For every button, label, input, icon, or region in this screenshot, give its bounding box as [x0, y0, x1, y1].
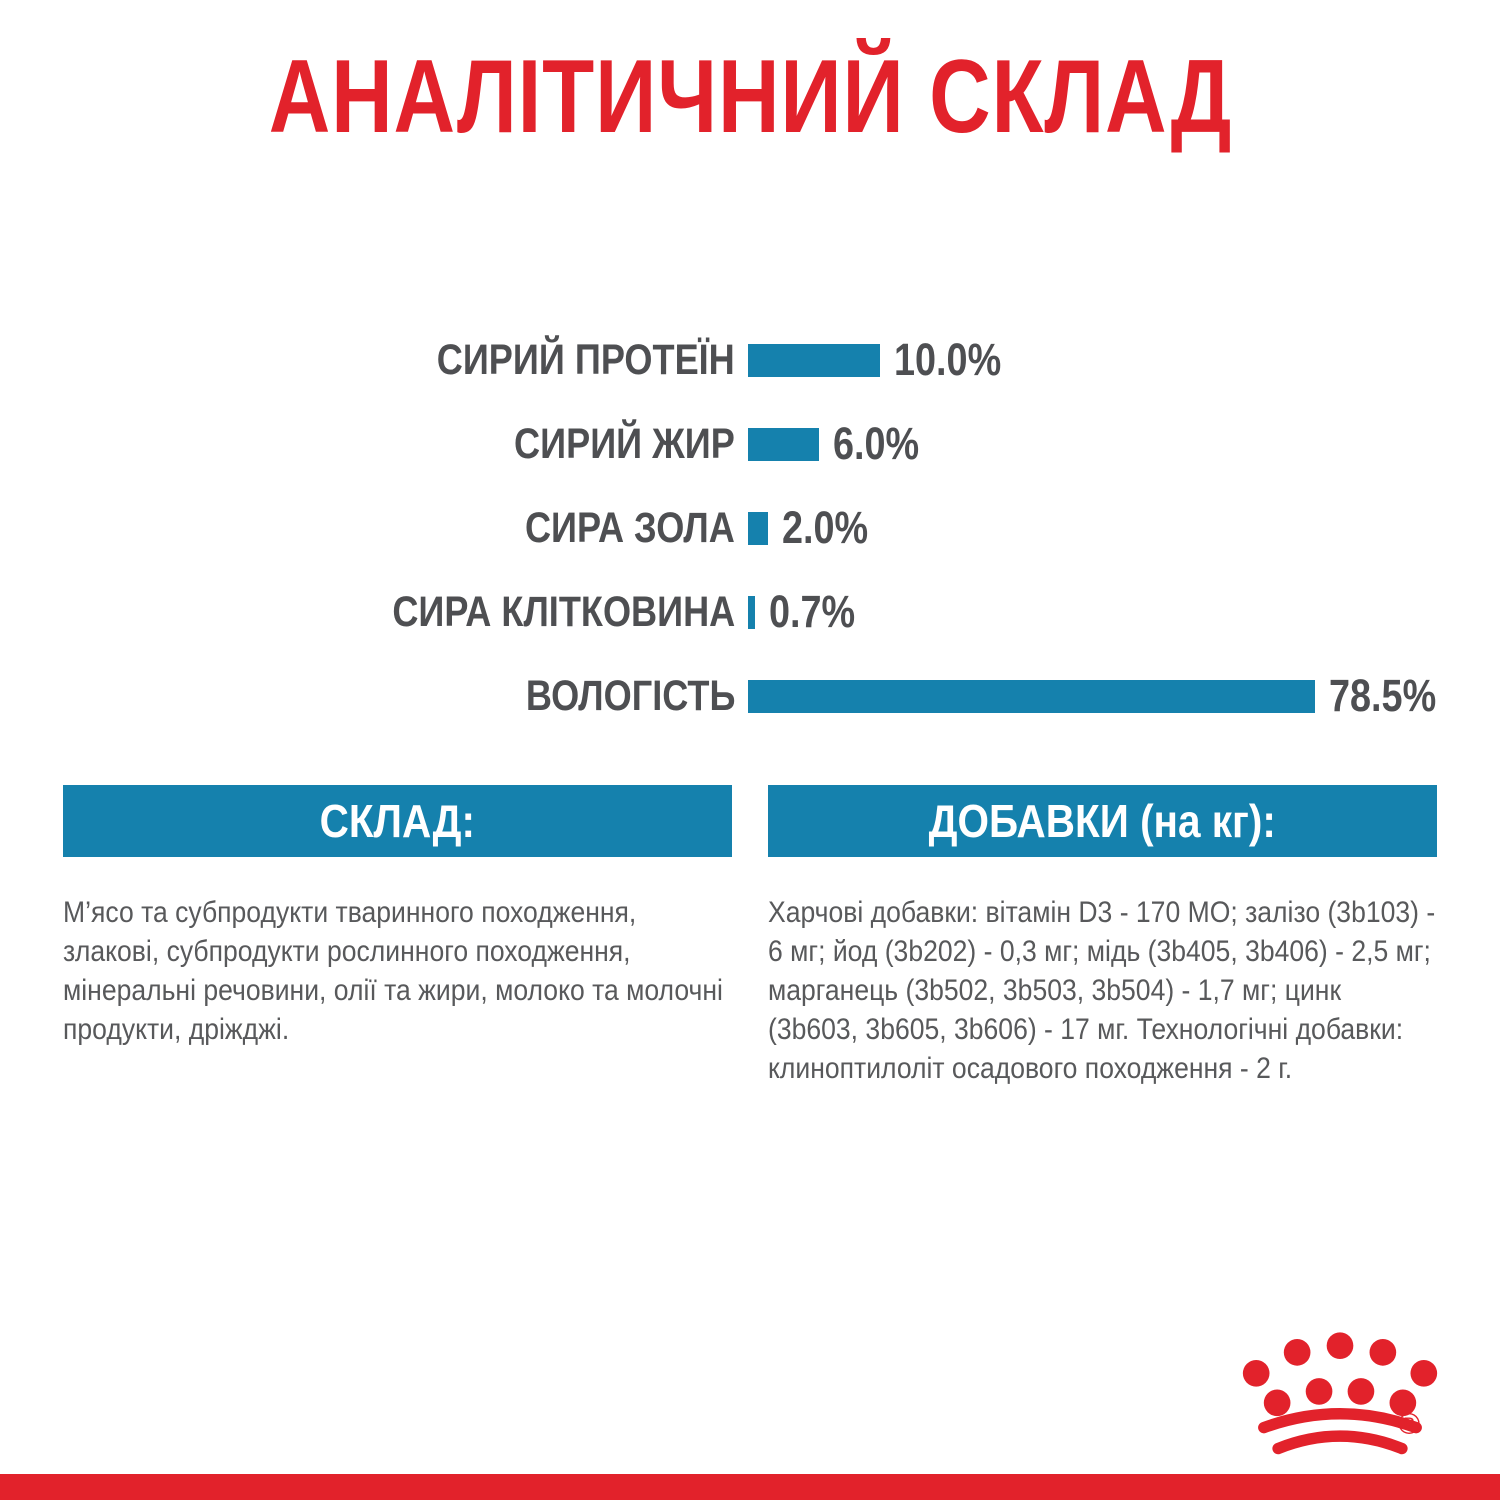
chart-value: 0.7%: [769, 586, 856, 637]
chart-row-fat: СИРИЙ ЖИР 6.0%: [0, 402, 1500, 486]
chart-value: 10.0%: [894, 334, 1002, 385]
chart-bar: [748, 511, 768, 545]
chart-value: 78.5%: [1329, 670, 1437, 721]
page-title-wrap: АНАЛІТИЧНИЙ СКЛАД: [0, 38, 1500, 157]
chart-label: СИРА КЛІТКОВИНА: [392, 587, 735, 636]
chart-label: СИРИЙ ЖИР: [514, 419, 735, 468]
info-sections: СКЛАД: М’ясо та субпродукти тваринного п…: [63, 785, 1437, 1088]
section-composition: СКЛАД: М’ясо та субпродукти тваринного п…: [63, 785, 732, 1088]
chart-bar: [748, 427, 819, 461]
chart-row-ash: СИРА ЗОЛА 2.0%: [0, 486, 1500, 570]
chart-bar: [748, 595, 755, 629]
chart-label: ВОЛОГІСТЬ: [525, 671, 735, 720]
section-additives: ДОБАВКИ (на кг): Харчові добавки: вітамі…: [768, 785, 1437, 1088]
chart-row-protein: СИРИЙ ПРОТЕЇН 10.0%: [0, 318, 1500, 402]
footer-red-band: [0, 1474, 1500, 1500]
analytical-composition-chart: СИРИЙ ПРОТЕЇН 10.0% СИРИЙ ЖИР 6.0% СИРА …: [0, 318, 1500, 738]
chart-bar: [748, 343, 880, 377]
chart-bar: [748, 679, 1315, 713]
royal-canin-crown-icon: [1242, 1332, 1438, 1455]
chart-label: СИРА ЗОЛА: [525, 503, 735, 552]
composition-body: М’ясо та субпродукти тваринного походжен…: [63, 896, 723, 1046]
chart-row-moisture: ВОЛОГІСТЬ 78.5%: [0, 654, 1500, 738]
composition-header: СКЛАД:: [63, 785, 732, 857]
composition-heading: СКЛАД:: [319, 795, 476, 847]
additives-heading: ДОБАВКИ (на кг):: [928, 795, 1277, 847]
page-title: АНАЛІТИЧНИЙ СКЛАД: [268, 39, 1232, 155]
registered-trademark-icon: ®: [1398, 1408, 1421, 1441]
chart-value: 6.0%: [833, 418, 920, 469]
additives-body: Харчові добавки: вітамін D3 - 170 МО; за…: [768, 896, 1436, 1085]
chart-value: 2.0%: [782, 502, 869, 553]
additives-header: ДОБАВКИ (на кг):: [768, 785, 1437, 857]
chart-label: СИРИЙ ПРОТЕЇН: [437, 335, 735, 384]
chart-row-fibre: СИРА КЛІТКОВИНА 0.7%: [0, 570, 1500, 654]
